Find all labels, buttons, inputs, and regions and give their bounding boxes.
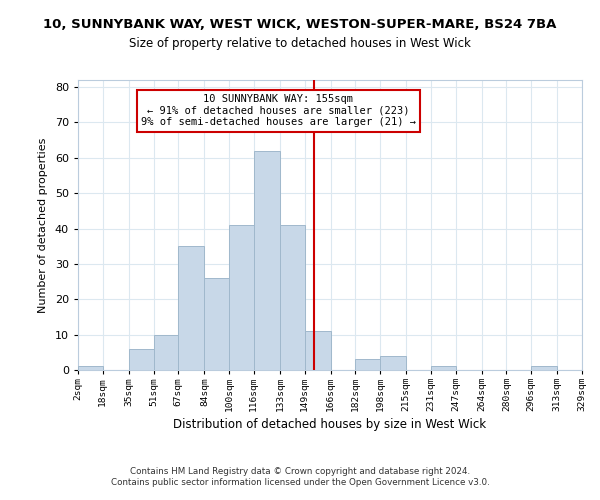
Text: 10, SUNNYBANK WAY, WEST WICK, WESTON-SUPER-MARE, BS24 7BA: 10, SUNNYBANK WAY, WEST WICK, WESTON-SUP… [43,18,557,30]
Bar [129,349,154,370]
Bar [380,356,406,370]
Bar [229,225,254,370]
Bar [305,331,331,370]
Bar [431,366,455,370]
X-axis label: Distribution of detached houses by size in West Wick: Distribution of detached houses by size … [173,418,487,432]
Text: Contains public sector information licensed under the Open Government Licence v3: Contains public sector information licen… [110,478,490,487]
Y-axis label: Number of detached properties: Number of detached properties [38,138,48,312]
Bar [280,225,305,370]
Bar [154,334,178,370]
Bar [254,150,280,370]
Text: Contains HM Land Registry data © Crown copyright and database right 2024.: Contains HM Land Registry data © Crown c… [130,467,470,476]
Bar [205,278,229,370]
Text: Size of property relative to detached houses in West Wick: Size of property relative to detached ho… [129,38,471,51]
Text: 10 SUNNYBANK WAY: 155sqm
← 91% of detached houses are smaller (223)
9% of semi-d: 10 SUNNYBANK WAY: 155sqm ← 91% of detach… [141,94,416,128]
Bar [178,246,205,370]
Bar [355,360,380,370]
Bar [78,366,103,370]
Bar [531,366,557,370]
